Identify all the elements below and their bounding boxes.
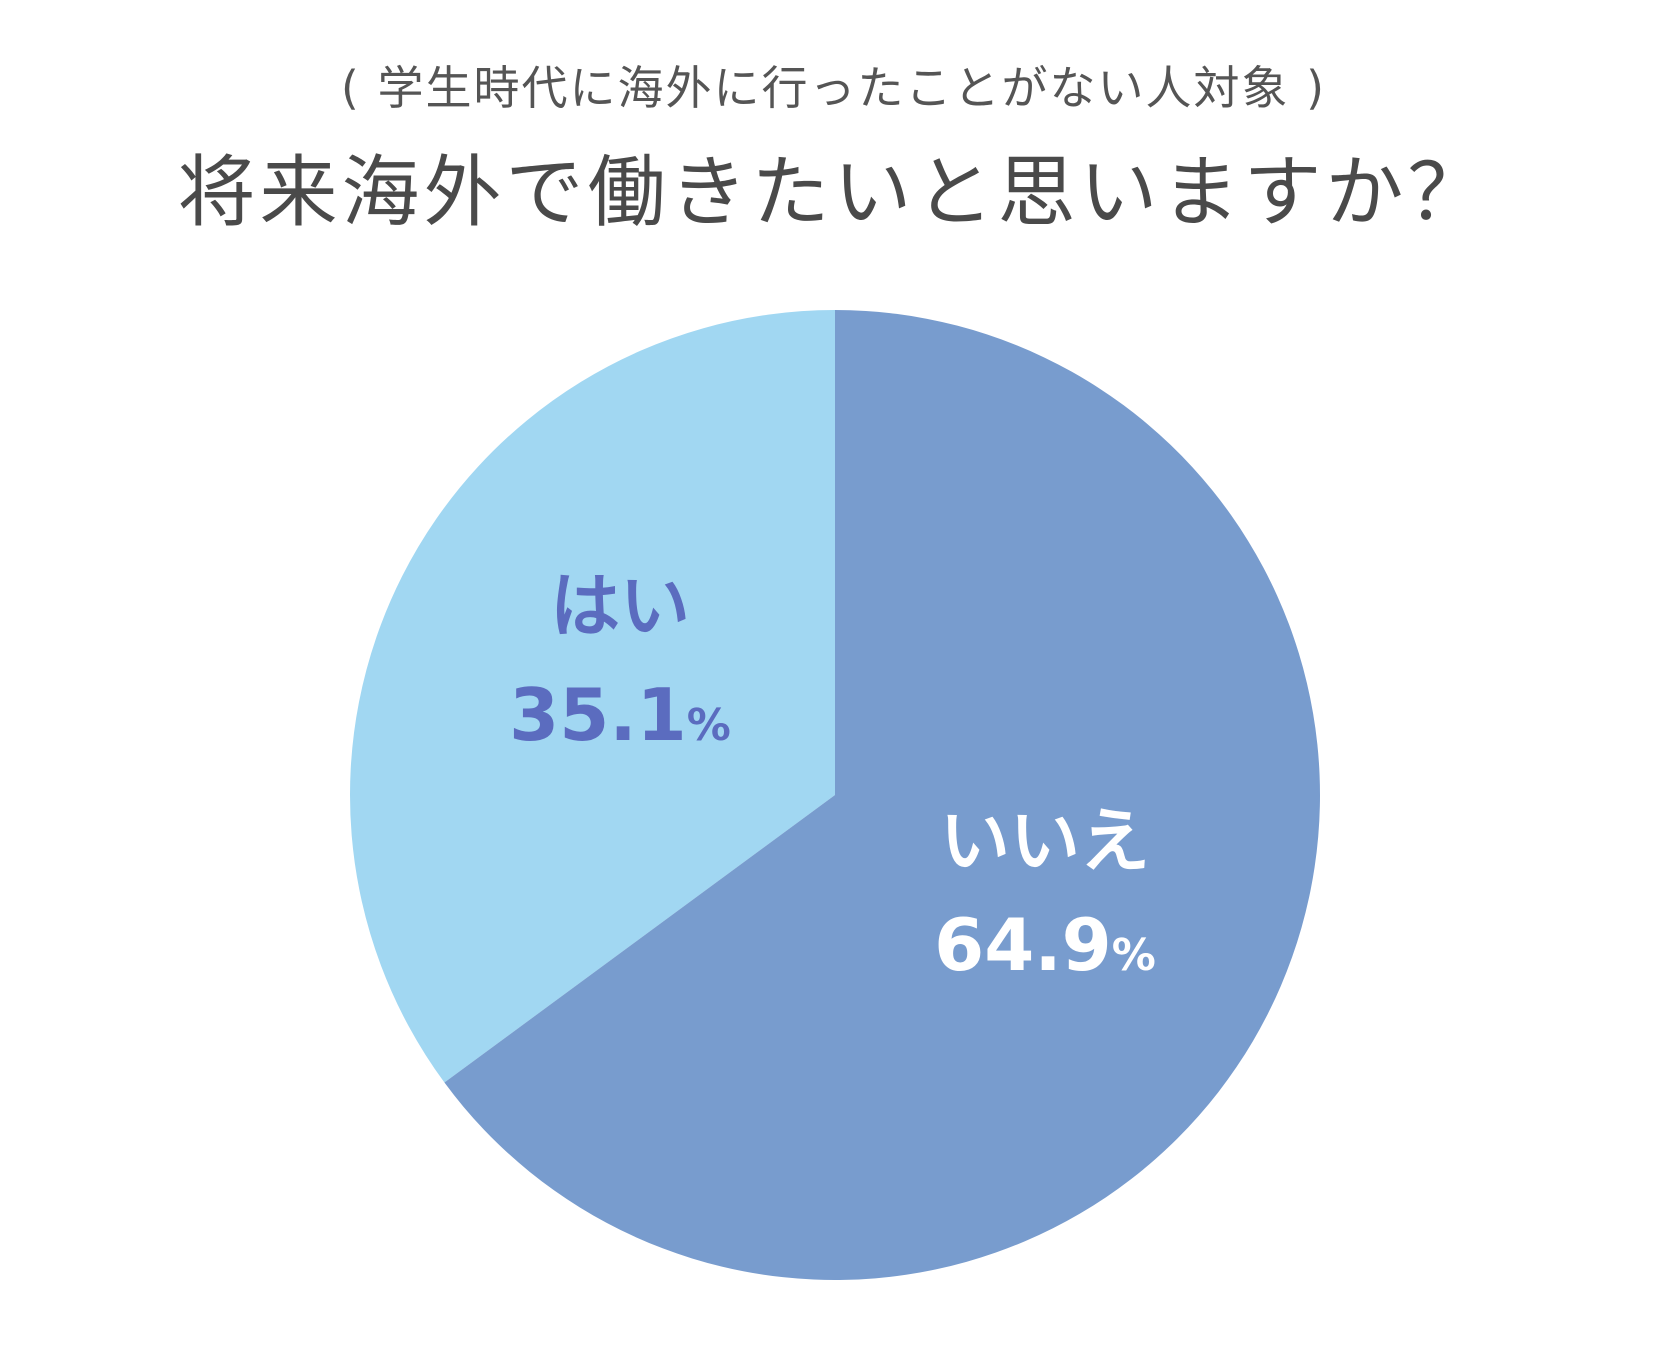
slice-value-no-number: 64.9 bbox=[934, 903, 1112, 987]
pie-slice-no bbox=[444, 310, 1321, 1280]
pie-slice-yes bbox=[350, 310, 835, 1083]
chart-title: 将来海外で働きたいと思いますか？ bbox=[177, 148, 1490, 238]
slice-label-no: いいえ bbox=[940, 800, 1150, 882]
chart-subtitle: ( 学生時代に海外に行ったことがない人対象 ) bbox=[340, 61, 1327, 115]
slice-value-no-unit: % bbox=[1112, 930, 1156, 981]
slice-value-yes-unit: % bbox=[687, 700, 731, 751]
slice-value-yes-number: 35.1 bbox=[509, 673, 687, 757]
slice-label-yes: はい bbox=[550, 565, 690, 647]
slice-value-yes: 35.1% bbox=[509, 673, 731, 757]
slice-value-no: 64.9% bbox=[934, 903, 1156, 987]
